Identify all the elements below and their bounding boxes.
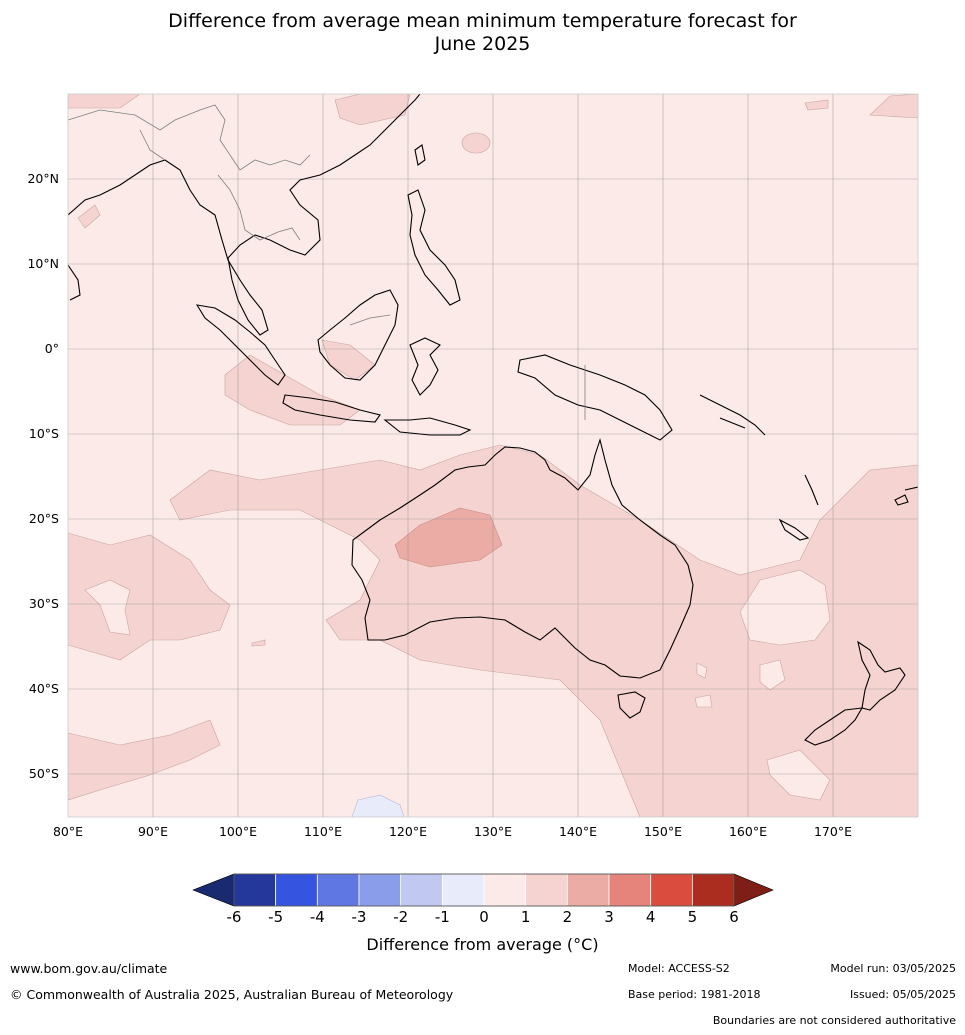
lon-tick-label: 110°E — [304, 824, 342, 839]
anomaly-shading — [68, 94, 918, 817]
lon-tick-label: 150°E — [644, 824, 682, 839]
anomaly-region-nw — [68, 94, 141, 109]
coastline-java — [282, 394, 381, 423]
lon-tick-label: 90°E — [138, 824, 168, 839]
coastline-lesser-sunda — [383, 417, 472, 436]
anomaly-region-java — [224, 354, 361, 426]
colorbar-swatch — [650, 873, 693, 907]
lat-tick-label: 0° — [45, 341, 59, 356]
coastline-taiwan — [414, 144, 426, 166]
colorbar-swatch — [400, 873, 443, 907]
colorbar-tick-label: 5 — [688, 908, 698, 926]
coastline-new-guinea — [517, 354, 673, 441]
colorbar-swatch — [691, 873, 735, 907]
lat-tick-label: 50°S — [29, 766, 59, 781]
lat-tick-label: 40°S — [29, 681, 59, 696]
colorbar-tick-label: -2 — [393, 908, 408, 926]
lon-tick-label: 130°E — [474, 824, 512, 839]
colorbar-tick-label: -4 — [310, 908, 325, 926]
colorbar-swatch — [358, 873, 402, 907]
colorbar-tick-label: 4 — [646, 908, 656, 926]
title-line-2: June 2025 — [434, 33, 531, 55]
footer-issued: Issued: 05/05/2025 — [849, 988, 956, 1001]
colorbar-swatch — [441, 873, 485, 907]
coastline-new-zealand-north — [857, 640, 906, 711]
colorbar-swatch — [275, 873, 318, 907]
anomaly-region-north — [334, 94, 411, 126]
coastline-new-zealand-south — [804, 707, 864, 746]
coastline-new-caledonia — [778, 518, 810, 541]
anomaly-region-borneo — [321, 339, 376, 381]
colorbar-tick-label: 2 — [563, 908, 573, 926]
country-borders — [68, 104, 586, 420]
map-gridlines — [68, 94, 918, 817]
footer-model: Model: ACCESS-S2 — [628, 962, 730, 975]
colorbar-tick-label: 0 — [479, 908, 489, 926]
lon-tick-label: 120°E — [389, 824, 427, 839]
colorbar-tick-label: -3 — [352, 908, 367, 926]
colorbar-tick-label: 3 — [604, 908, 614, 926]
map-frame — [67, 93, 919, 818]
anomaly-region-south-ocean — [68, 719, 221, 801]
lat-tick-labels: 20°N 10°N 0° 10°S 20°S 30°S 40°S 50°S — [27, 171, 59, 781]
lat-tick-label: 20°S — [29, 511, 59, 526]
title-line-1: Difference from average mean minimum tem… — [168, 10, 797, 32]
lon-tick-label: 170°E — [814, 824, 852, 839]
coastline-philippines — [407, 189, 461, 306]
coastline-solomons — [699, 394, 766, 436]
colorbar-swatch — [233, 873, 277, 907]
lon-tick-label: 100°E — [219, 824, 257, 839]
anomaly-region-cool — [351, 794, 405, 817]
footer-model-run: Model run: 03/05/2025 — [830, 962, 956, 975]
colorbar: -6 -5 -4 -3 -2 -1 0 1 2 3 4 5 6 — [192, 873, 774, 926]
anomaly-hole-south — [694, 659, 831, 801]
lat-tick-label: 30°S — [29, 596, 59, 611]
coastline-australia — [351, 438, 694, 679]
anomaly-region-central-australia — [394, 507, 503, 568]
footer-base-period: Base period: 1981-2018 — [628, 988, 761, 1001]
colorbar-extend-low — [192, 873, 235, 907]
footer-disclaimer: Boundaries are not considered authoritat… — [712, 1014, 956, 1027]
colorbar-extend-high — [733, 873, 774, 907]
colorbar-swatch — [316, 873, 360, 907]
anomaly-hole-tasman — [739, 569, 831, 646]
coastlines — [68, 94, 918, 746]
colorbar-tick-label: -5 — [268, 908, 283, 926]
colorbar-frame — [233, 873, 735, 907]
lon-tick-label: 140°E — [559, 824, 597, 839]
coastline-vanuatu — [804, 474, 819, 506]
colorbar-swatch — [608, 873, 652, 907]
colorbar-title: Difference from average (°C) — [366, 935, 599, 954]
anomaly-region-australia — [169, 444, 918, 817]
coastline-asia — [68, 94, 421, 336]
footer-website: www.bom.gov.au/climate — [10, 961, 168, 976]
anomaly-region-pacific — [461, 132, 491, 154]
colorbar-tick-label: 6 — [729, 908, 739, 926]
lon-tick-labels: 80°E 90°E 100°E 110°E 120°E 130°E 140°E … — [53, 824, 852, 839]
colorbar-tick-label: 1 — [521, 908, 531, 926]
colorbar-tick-label: -6 — [227, 908, 242, 926]
colorbar-swatch — [483, 873, 527, 907]
lat-tick-label: 10°N — [27, 256, 59, 271]
coastline-india-sri-lanka — [68, 264, 81, 301]
coastline-borneo — [317, 289, 399, 381]
coastline-tasmania — [617, 691, 646, 719]
anomaly-hole-west — [84, 579, 131, 636]
coastline-sulawesi — [409, 337, 441, 396]
lat-tick-label: 20°N — [27, 171, 59, 186]
anomaly-region-ne — [869, 94, 918, 119]
lon-tick-label: 80°E — [53, 824, 83, 839]
lon-tick-label: 160°E — [729, 824, 767, 839]
coastline-sumatra — [195, 304, 286, 386]
lat-tick-label: 10°S — [29, 426, 59, 441]
colorbar-tick-label: -1 — [435, 908, 450, 926]
footer-copyright: © Commonwealth of Australia 2025, Austra… — [10, 987, 454, 1002]
colorbar-swatch — [525, 873, 568, 907]
anomaly-region-islands — [77, 99, 829, 647]
colorbar-swatch — [566, 873, 610, 907]
map-title: Difference from average mean minimum tem… — [0, 10, 965, 56]
coastline-fiji — [894, 486, 918, 506]
